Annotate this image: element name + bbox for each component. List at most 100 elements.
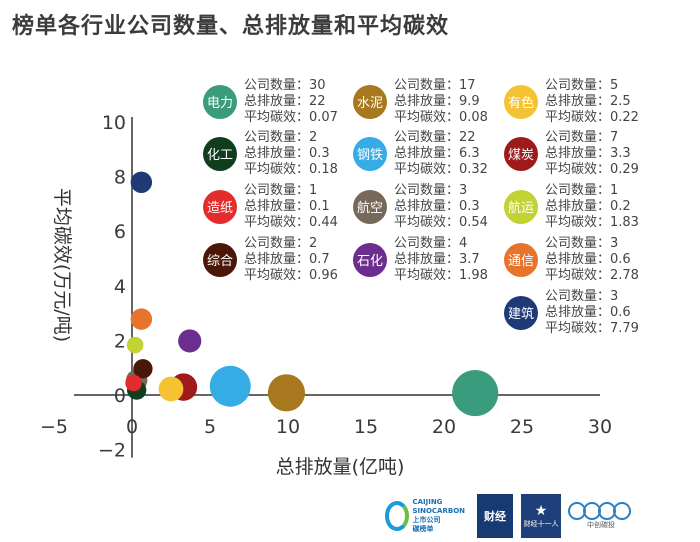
legend-name: 电力 xyxy=(207,96,233,111)
legend-emission: 总排放量：3.7 xyxy=(394,252,480,267)
x-tick-label: 25 xyxy=(510,416,534,438)
legend-emission: 总排放量：2.5 xyxy=(545,94,631,109)
legend-count: 公司数量：3 xyxy=(545,236,618,251)
caijing-sinocarbon-logo: CAIJING SINOCARBON 上市公司 碳榜单 xyxy=(385,494,465,538)
legend-emission: 总排放量：22 xyxy=(244,94,326,109)
legend-name: 通信 xyxy=(508,254,534,269)
legend-efficiency: 平均碳效：0.07 xyxy=(244,110,338,125)
legend-efficiency: 平均碳效：0.29 xyxy=(545,162,639,177)
legend-efficiency: 平均碳效：1.83 xyxy=(545,215,639,230)
bubble-建筑 xyxy=(130,171,153,194)
legend-swatch xyxy=(203,243,237,277)
legend-name: 综合 xyxy=(207,254,233,269)
x-tick-label: 0 xyxy=(126,416,138,438)
legend-name: 煤炭 xyxy=(508,148,534,163)
legend-swatch xyxy=(504,85,538,119)
legend-efficiency: 平均碳效：1.98 xyxy=(394,268,488,283)
legend-emission: 总排放量：0.1 xyxy=(244,199,330,214)
bubble-水泥 xyxy=(267,374,306,412)
legend-count: 公司数量：2 xyxy=(244,130,317,145)
legend-efficiency: 平均碳效：0.96 xyxy=(244,268,338,283)
y-tick-label: 2 xyxy=(114,330,126,352)
x-tick-label: 30 xyxy=(588,416,612,438)
logo1-line1: CAIJING xyxy=(412,498,443,506)
rings-icon xyxy=(568,502,631,520)
x-tick-label: 5 xyxy=(204,416,216,438)
chart-title: 榜单各行业公司数量、总排放量和平均碳效 xyxy=(12,14,450,39)
legend-swatch xyxy=(203,137,237,171)
legend-efficiency: 平均碳效：0.18 xyxy=(244,162,338,177)
legend-emission: 总排放量：3.3 xyxy=(545,146,631,161)
bubble-电力 xyxy=(452,370,499,417)
bubble-造纸 xyxy=(125,374,142,392)
legend-swatch xyxy=(504,190,538,224)
y-tick-label: 10 xyxy=(102,112,126,134)
x-tick-label: 20 xyxy=(432,416,456,438)
legend-count: 公司数量：2 xyxy=(244,236,317,251)
legend-count: 公司数量：3 xyxy=(545,289,618,304)
legend-count: 公司数量：1 xyxy=(244,183,317,198)
legend-efficiency: 平均碳效：0.44 xyxy=(244,215,338,230)
legend-efficiency: 平均碳效：2.78 xyxy=(545,268,639,283)
legend-swatch xyxy=(353,85,387,119)
legend-swatch xyxy=(203,190,237,224)
y-tick-label: 4 xyxy=(114,276,126,298)
bubble-通信 xyxy=(130,308,153,330)
legend-name: 化工 xyxy=(207,148,233,163)
logo4-text: 中创碳投 xyxy=(587,521,615,529)
y-tick-label: 8 xyxy=(114,167,126,189)
logo1-line4: 碳榜单 xyxy=(412,525,434,533)
x-tick-label: 15 xyxy=(354,416,378,438)
legend-swatch xyxy=(504,137,538,171)
legend-swatch xyxy=(353,137,387,171)
legend-count: 公司数量：17 xyxy=(394,78,476,93)
legend-emission: 总排放量：0.2 xyxy=(545,199,631,214)
legend-count: 公司数量：3 xyxy=(394,183,467,198)
sinocarbon-logo: 中创碳投 xyxy=(568,494,631,538)
legend-emission: 总排放量：0.6 xyxy=(545,305,631,320)
legend-name: 水泥 xyxy=(357,96,383,111)
legend-name: 建筑 xyxy=(508,306,534,322)
logo1-line3: 上市公司 xyxy=(412,516,441,524)
legend-emission: 总排放量：6.3 xyxy=(394,146,480,161)
legend-swatch xyxy=(353,190,387,224)
legend-swatch xyxy=(353,243,387,277)
y-tick-label: 0 xyxy=(114,385,126,407)
legend-efficiency: 平均碳效：0.54 xyxy=(394,215,488,230)
logo1-line2: SINOCARBON xyxy=(412,507,465,515)
legend-count: 公司数量：30 xyxy=(244,78,326,93)
legend-name: 有色 xyxy=(508,95,534,111)
bubble-航运 xyxy=(126,336,144,354)
legend-name: 航运 xyxy=(508,200,534,216)
bubble-钢铁 xyxy=(209,365,251,407)
legend-efficiency: 平均碳效：0.22 xyxy=(545,110,639,125)
x-tick-label: 10 xyxy=(276,416,300,438)
legend-emission: 总排放量：0.6 xyxy=(545,252,631,267)
y-tick-label: −2 xyxy=(98,440,126,462)
bubble-石化 xyxy=(178,329,202,353)
legend-count: 公司数量：7 xyxy=(545,130,618,145)
legend-swatch xyxy=(504,243,538,277)
y-axis-label: 平均碳效(万元/吨) xyxy=(51,188,73,342)
logo3-text: 财经十一人 xyxy=(523,520,559,528)
legend-swatch xyxy=(504,296,538,330)
logo-ring-icon xyxy=(385,501,410,531)
legend-emission: 总排放量：0.3 xyxy=(244,146,330,161)
x-axis-label: 总排放量(亿吨) xyxy=(276,456,405,478)
bubble-有色 xyxy=(158,376,184,402)
legend-count: 公司数量：4 xyxy=(394,236,467,251)
legend-emission: 总排放量：9.9 xyxy=(394,94,480,109)
